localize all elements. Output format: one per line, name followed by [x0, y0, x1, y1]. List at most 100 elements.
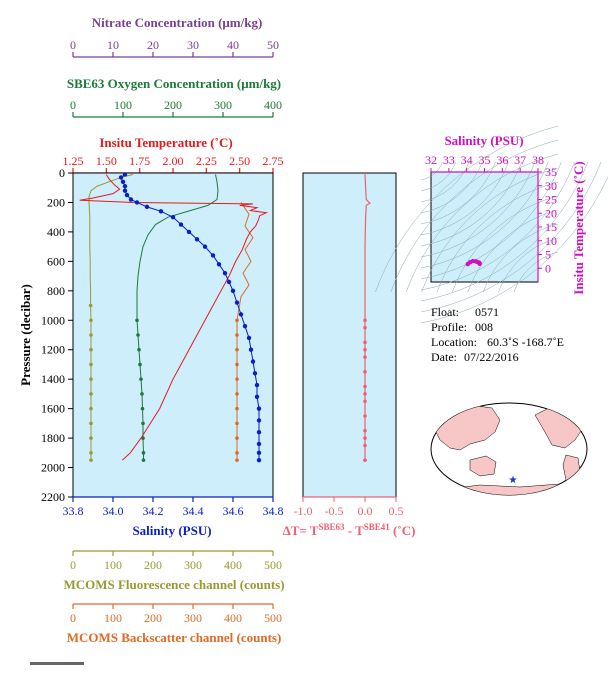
pressure-tick-label: 1200	[41, 343, 65, 357]
star-icon	[509, 475, 517, 484]
backscatter-point	[235, 406, 239, 411]
backscatter-tick-label: 400	[224, 611, 242, 625]
delta-t-tick-label: -0.5	[325, 504, 344, 518]
ts-y-tick-label: 25	[545, 193, 557, 207]
fluorescence-tick-group: 0 100 200 300 400 500	[70, 550, 282, 572]
delta-t-tick-group: -1.0 -0.5 0.0 0.5	[294, 496, 404, 518]
profile-series-group	[79, 172, 269, 463]
temperature-tick-label: 1.50	[96, 154, 117, 168]
ts-x-tick-label: 37	[514, 153, 526, 167]
salinity-point	[250, 359, 256, 364]
date-label: Date:	[431, 350, 457, 364]
fluorescence-axis-label: MCOMS Fluorescence channel (counts)	[63, 577, 284, 592]
delta-t-point	[363, 414, 367, 418]
delta-t-axis-label: ΔT= TSBE63 - TSBE41 (˚C)	[283, 522, 416, 538]
backscatter-axis: 0 100 200 300 400 500 MCOMS Backscatter chann…	[67, 603, 282, 645]
salinity-point	[202, 244, 208, 249]
delta-t-label-sup1: SBE63	[318, 522, 345, 532]
salinity-point	[128, 197, 134, 202]
oxygen-axis-label: SBE63 Oxygen Concentration (μm/kg)	[67, 76, 281, 91]
salinity-tick-label: 33.8	[63, 504, 84, 518]
temperature-tick-label: 2.75	[263, 154, 284, 168]
oxygen-tick-group: 0 100 200 300 400	[70, 98, 282, 118]
fluorescence-tick-label: 200	[144, 558, 162, 572]
date-value: 07/22/2016	[464, 350, 519, 364]
fluorescence-point	[89, 458, 93, 462]
delta-t-point	[363, 436, 367, 440]
fluorescence-point	[89, 392, 93, 396]
fluorescence-point	[88, 303, 93, 308]
oxygen-tick-label: 300	[214, 98, 232, 112]
backscatter-tick-label: 500	[264, 611, 282, 625]
ts-isopycnal	[420, 161, 536, 258]
delta-t-point	[363, 370, 367, 374]
delta-t-point	[363, 355, 367, 359]
ts-isopycnal	[421, 167, 559, 293]
salinity-point	[170, 214, 176, 220]
fluorescence-point	[89, 436, 93, 440]
salinity-point	[144, 204, 150, 210]
fluorescence-point	[89, 318, 93, 323]
ts-x-tick-label: 36	[496, 153, 508, 167]
delta-t-point	[363, 443, 367, 448]
backscatter-tick-label: 100	[104, 611, 122, 625]
delta-t-series-group	[363, 172, 371, 462]
fluorescence-point	[89, 333, 93, 337]
pressure-tick-label: 0	[59, 166, 65, 180]
delta-t-point	[363, 399, 367, 404]
ts-plot-area	[430, 171, 539, 283]
ts-salinity-axis-label: Salinity (PSU)	[444, 133, 523, 148]
pressure-tick-label: 1000	[41, 313, 65, 327]
ts-point-group	[465, 258, 482, 267]
temperature-series-line	[79, 174, 269, 461]
ts-y-tick-label: 5	[545, 248, 551, 262]
ts-isopycnal	[420, 161, 443, 181]
salinity-point	[216, 262, 222, 267]
salinity-point	[234, 300, 240, 305]
temperature-axis-label: Insitu Temperature (˚C)	[99, 135, 232, 150]
oxygen-tick-label: 200	[164, 98, 182, 112]
delta-t-point	[363, 325, 367, 330]
ts-isopycnal	[420, 161, 549, 269]
fluorescence-point	[89, 347, 93, 352]
salinity-point	[134, 200, 140, 205]
delta-t-point	[363, 384, 367, 389]
salinity-point	[246, 335, 252, 341]
salinity-point	[238, 312, 244, 317]
map-land-antarctica	[431, 483, 587, 495]
pressure-axis-label: Pressure (decibar)	[18, 284, 33, 386]
oxygen-tick-label: 100	[114, 98, 132, 112]
salinity-point	[222, 270, 228, 276]
fluorescence-tick-label: 400	[224, 558, 242, 572]
salinity-point	[194, 237, 200, 242]
oxygen-point	[140, 392, 144, 396]
ts-isopycnal	[498, 237, 559, 293]
nitrate-tick-label: 0	[70, 38, 76, 52]
delta-t-label-mid: - T	[345, 523, 365, 538]
footer-mark	[30, 662, 84, 665]
ts-isopycnal	[482, 223, 559, 293]
delta-t-label-main: ΔT= T	[283, 523, 319, 538]
backscatter-axis-label: MCOMS Backscatter channel (counts)	[67, 630, 282, 645]
salinity-point	[122, 188, 128, 193]
ts-y-tick-label: 15	[545, 220, 557, 234]
salinity-point	[230, 288, 236, 294]
temperature-tick-label: 1.25	[63, 154, 84, 168]
fluorescence-axis: 0 100 200 300 400 500 MCOMS Fluorescence chan…	[63, 550, 285, 592]
fluorescence-tick-label: 100	[104, 558, 122, 572]
salinity-point	[256, 450, 262, 456]
oxygen-tick-label: 400	[264, 98, 282, 112]
nitrate-tick-label: 50	[267, 38, 279, 52]
salinity-point	[186, 229, 192, 235]
fluorescence-point	[89, 406, 93, 411]
delta-t-point	[363, 340, 367, 345]
ts-y-tick-label: 10	[545, 234, 557, 248]
backscatter-tick-group: 0 100 200 300 400 500	[70, 603, 282, 625]
ts-isopycnal	[420, 161, 457, 192]
salinity-tick-label: 34.4	[183, 504, 204, 518]
pressure-tick-label: 1800	[41, 431, 65, 445]
ts-isopycnal	[513, 251, 559, 293]
pressure-tick-label: 800	[47, 284, 65, 298]
